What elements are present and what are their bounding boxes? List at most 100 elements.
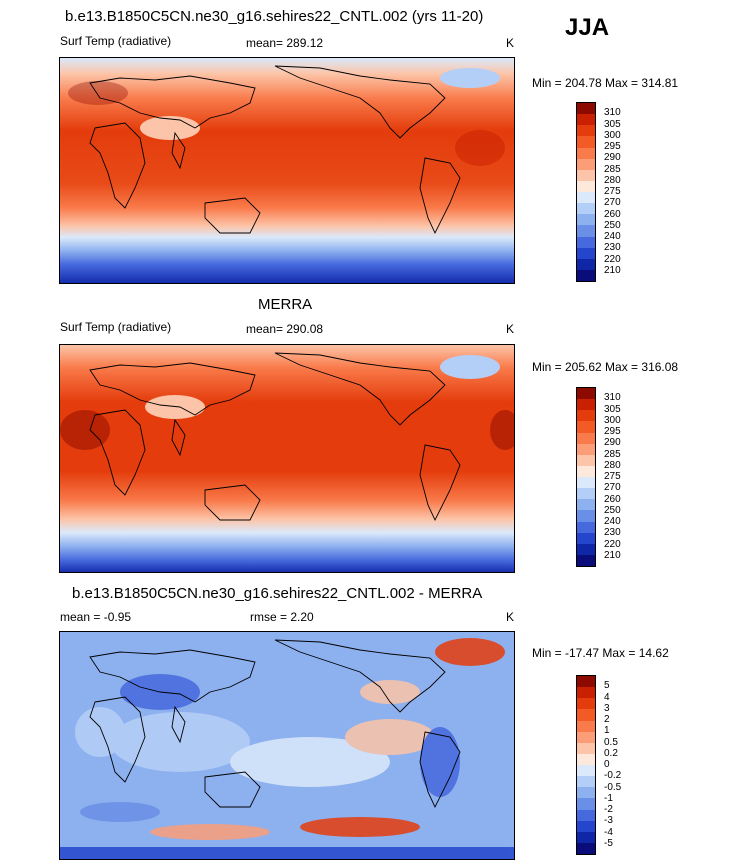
colorbar-swatch	[577, 258, 595, 270]
colorbar-swatch	[577, 809, 595, 821]
colorbar-tick-label: 305	[604, 403, 621, 415]
panel-3-units: K	[506, 610, 515, 624]
panel-1-variable-label: Surf Temp (radiative)	[60, 34, 172, 48]
colorbar-tick-label: 240	[604, 231, 621, 242]
colorbar-swatch	[577, 247, 595, 259]
colorbar-swatch	[577, 432, 595, 444]
panel-3-map	[59, 631, 515, 860]
colorbar-swatch	[577, 543, 595, 555]
panel-1-units: K	[506, 36, 515, 50]
colorbar-tick-label: 230	[604, 242, 621, 254]
colorbar-tick-label: 0	[604, 759, 610, 770]
panel-1-mean-label: mean= 289.12	[246, 36, 324, 50]
panel-1-minmax: Min = 204.78 Max = 314.81	[532, 76, 679, 90]
colorbar-swatch	[577, 676, 595, 688]
colorbar-swatch	[577, 410, 595, 422]
colorbar-tick-label: 4	[604, 691, 610, 703]
colorbar-swatch	[577, 842, 595, 854]
colorbar-swatch	[577, 125, 595, 137]
colorbar-tick-label: 310	[604, 392, 621, 404]
panel-3-title: b.e13.B1850C5CN.ne30_g16.sehires22_CNTL.…	[72, 585, 483, 602]
colorbar-tick-label: 300	[604, 129, 621, 141]
colorbar-swatch	[577, 236, 595, 248]
colorbar-swatch	[577, 532, 595, 544]
colorbar-swatch	[577, 521, 595, 533]
colorbar-swatch	[577, 465, 595, 477]
colorbar-tick-label: -4	[604, 826, 613, 838]
colorbar-swatch	[577, 225, 595, 237]
colorbar-swatch	[577, 136, 595, 148]
panel-2-units: K	[506, 322, 515, 336]
colorbar-tick-label: 220	[604, 538, 621, 550]
colorbar-tick-label: 285	[604, 163, 621, 175]
colorbar-tick-label: 230	[604, 527, 621, 539]
colorbar-swatch	[577, 820, 595, 832]
colorbar-tick-label: 270	[604, 482, 621, 494]
colorbar-swatch	[577, 776, 595, 788]
colorbar-tick-label: -2	[604, 804, 613, 815]
panel-3-rmse-label: rmse = 2.20	[250, 610, 314, 624]
colorbar-tick-label: 260	[604, 208, 621, 220]
panel-3-colorbar	[576, 675, 596, 855]
colorbar-tick-label: 1	[604, 725, 610, 737]
panel-3-mean-label: mean = -0.95	[60, 610, 132, 624]
colorbar-tick-label: 300	[604, 414, 621, 426]
colorbar-tick-label: 250	[604, 504, 621, 516]
colorbar-tick-label: 275	[604, 471, 621, 482]
colorbar-swatch	[577, 510, 595, 522]
colorbar-swatch	[577, 203, 595, 215]
colorbar-swatch	[577, 499, 595, 511]
colorbar-tick-label: -1	[604, 792, 613, 804]
panel-2-title: MERRA	[258, 296, 313, 313]
colorbar-tick-label: 2	[604, 714, 610, 725]
panel-2-colorbar	[576, 387, 596, 567]
colorbar-swatch	[577, 709, 595, 721]
colorbar-tick-label: 310	[604, 107, 621, 119]
colorbar-swatch	[577, 399, 595, 411]
colorbar-tick-label: -5	[604, 837, 613, 849]
colorbar-tick-label: -3	[604, 815, 613, 827]
panel-3-minmax: Min = -17.47 Max = 14.62	[532, 646, 669, 660]
panel-1-colorbar	[576, 102, 596, 282]
colorbar-tick-label: 0.5	[604, 736, 618, 748]
colorbar-tick-label: 280	[604, 174, 621, 186]
panel-2-coastlines	[89, 352, 461, 522]
colorbar-tick-label: 275	[604, 186, 621, 197]
colorbar-swatch	[577, 765, 595, 777]
panel-1-title: b.e13.B1850C5CN.ne30_g16.sehires22_CNTL.…	[65, 8, 484, 25]
panel-3-coastlines	[89, 639, 461, 809]
colorbar-swatch	[577, 798, 595, 810]
colorbar-tick-label: 290	[604, 437, 621, 449]
colorbar-tick-label: 295	[604, 141, 621, 152]
colorbar-swatch	[577, 488, 595, 500]
colorbar-swatch	[577, 753, 595, 765]
colorbar-tick-label: 210	[604, 264, 621, 276]
colorbar-tick-label: 240	[604, 516, 621, 527]
colorbar-swatch	[577, 443, 595, 455]
panel-2-mean-label: mean= 290.08	[246, 322, 324, 336]
colorbar-tick-label: -0.2	[604, 770, 622, 782]
colorbar-swatch	[577, 114, 595, 126]
colorbar-tick-label: 5	[604, 680, 610, 692]
colorbar-tick-label: 250	[604, 219, 621, 231]
colorbar-tick-label: 220	[604, 253, 621, 265]
colorbar-swatch	[577, 103, 595, 115]
colorbar-tick-label: -0.5	[604, 781, 622, 793]
colorbar-swatch	[577, 454, 595, 466]
colorbar-swatch	[577, 421, 595, 433]
colorbar-tick-label: 270	[604, 197, 621, 209]
panel-2-variable-label: Surf Temp (radiative)	[60, 320, 172, 334]
colorbar-swatch	[577, 180, 595, 192]
colorbar-swatch	[577, 698, 595, 710]
colorbar-tick-label: 280	[604, 459, 621, 471]
colorbar-swatch	[577, 192, 595, 204]
season-label: JJA	[565, 14, 610, 41]
colorbar-tick-label: 305	[604, 118, 621, 130]
colorbar-swatch	[577, 742, 595, 754]
colorbar-tick-label: 0.2	[604, 747, 618, 759]
colorbar-swatch	[577, 388, 595, 400]
colorbar-swatch	[577, 269, 595, 281]
colorbar-tick-label: 285	[604, 448, 621, 460]
colorbar-tick-label: 295	[604, 426, 621, 437]
colorbar-swatch	[577, 787, 595, 799]
